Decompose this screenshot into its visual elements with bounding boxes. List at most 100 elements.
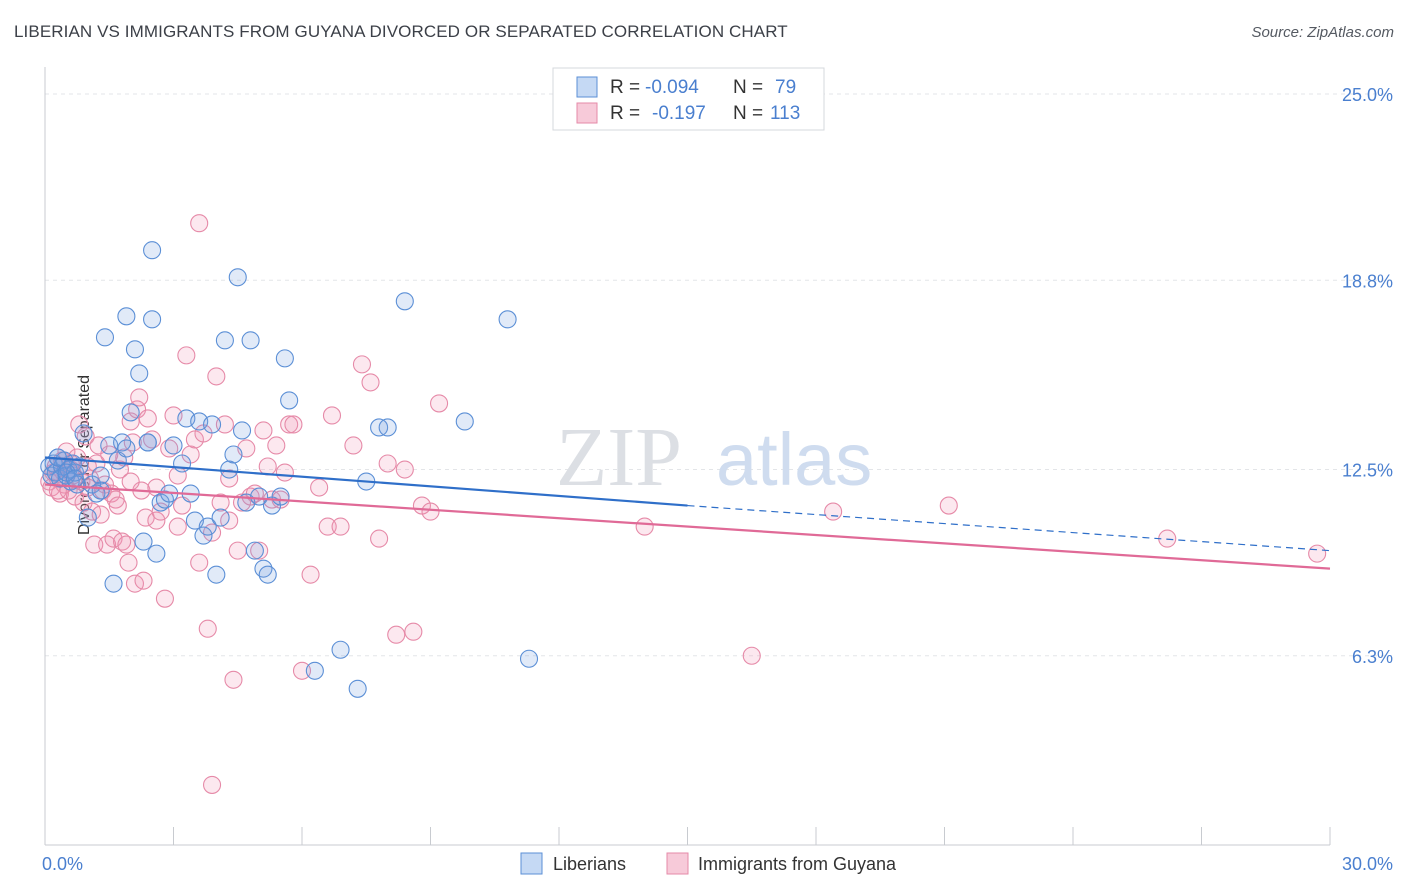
guyana-point-100 bbox=[635, 517, 654, 536]
watermark-zip: ZIP bbox=[556, 411, 682, 504]
guyana-point-17 bbox=[76, 427, 95, 446]
guyana-point-62 bbox=[207, 367, 226, 386]
source-label: Source: ZipAtlas.com bbox=[1251, 24, 1394, 41]
guyana-point-55 bbox=[177, 346, 196, 365]
liberian-point-72 bbox=[143, 241, 162, 260]
liberian-point-15 bbox=[74, 424, 93, 443]
liberian-point-43 bbox=[198, 517, 217, 536]
liberian-point-32 bbox=[147, 544, 166, 563]
guyana-trend-line bbox=[44, 483, 1331, 570]
y-tick-label-0: 6.3% bbox=[1352, 647, 1393, 667]
liberian-point-29 bbox=[134, 532, 153, 551]
legend-bottom: Liberians Immigrants from Guyana bbox=[520, 852, 897, 875]
guyana-point-42 bbox=[130, 388, 149, 407]
liberian-point-67 bbox=[378, 418, 397, 437]
guyana-point-58 bbox=[190, 553, 209, 572]
legend-bottom-guyana: Immigrants from Guyana bbox=[698, 854, 897, 874]
liberian-point-26 bbox=[121, 403, 140, 422]
watermark-atlas: atlas bbox=[716, 418, 872, 501]
guyana-point-48 bbox=[147, 511, 166, 530]
guyana-points bbox=[40, 214, 1327, 794]
liberian-point-16 bbox=[78, 508, 97, 527]
guyana-point-83 bbox=[310, 478, 329, 497]
liberian-point-55 bbox=[250, 487, 269, 506]
liberian-point-48 bbox=[220, 460, 239, 479]
x-tick-label-1: 30.0% bbox=[1342, 854, 1393, 874]
guyana-point-74 bbox=[258, 457, 277, 476]
legend-top-blue-swatch bbox=[576, 76, 598, 98]
guyana-point-80 bbox=[284, 415, 303, 434]
liberian-point-68 bbox=[395, 292, 414, 311]
legend-top-box bbox=[552, 67, 825, 131]
guyana-point-44 bbox=[134, 571, 153, 590]
axes bbox=[44, 67, 1331, 846]
legend-n-value-1: 79 bbox=[775, 77, 796, 98]
guyana-point-90 bbox=[370, 529, 389, 548]
liberian-point-47 bbox=[215, 331, 234, 350]
legend-r-value-1: -0.094 bbox=[645, 77, 699, 98]
liberian-point-20 bbox=[95, 328, 115, 347]
liberian-point-45 bbox=[207, 565, 226, 584]
guyana-point-64 bbox=[215, 415, 234, 434]
legend-r-label-2: R = bbox=[610, 103, 640, 124]
guyana-point-79 bbox=[280, 415, 299, 434]
liberian-points bbox=[40, 241, 539, 698]
liberian-trend-line bbox=[44, 456, 688, 507]
guyana-point-85 bbox=[322, 406, 342, 425]
liberian-point-61 bbox=[280, 391, 299, 410]
liberian-point-63 bbox=[331, 640, 350, 659]
legend-top: R = -0.094 N = 79 R = -0.197 N = 113 bbox=[552, 67, 825, 131]
guyana-point-88 bbox=[352, 355, 372, 374]
liberian-point-53 bbox=[241, 331, 260, 350]
liberian-point-60 bbox=[275, 349, 294, 368]
guyana-point-99 bbox=[203, 775, 222, 794]
trend-lines bbox=[44, 456, 1331, 570]
guyana-point-76 bbox=[267, 436, 286, 455]
liberian-point-77 bbox=[65, 469, 85, 488]
chart-title: LIBERIAN VS IMMIGRANTS FROM GUYANA DIVOR… bbox=[14, 22, 788, 41]
x-tick-label-0: 0.0% bbox=[42, 854, 83, 874]
liberian-point-25 bbox=[117, 439, 136, 458]
liberian-point-76 bbox=[91, 481, 110, 500]
liberian-point-57 bbox=[258, 565, 277, 584]
guyana-point-97 bbox=[430, 394, 449, 413]
guyana-point-101 bbox=[742, 646, 761, 665]
guyana-point-82 bbox=[301, 565, 320, 584]
liberian-point-49 bbox=[224, 445, 243, 464]
guyana-point-63 bbox=[211, 493, 230, 512]
guyana-point-93 bbox=[395, 460, 414, 479]
guyana-point-102 bbox=[824, 502, 843, 521]
legend-bottom-pink-swatch bbox=[666, 852, 689, 875]
guyana-point-111 bbox=[168, 517, 187, 536]
legend-bottom-blue-swatch bbox=[520, 852, 543, 875]
watermark: ZIP atlas bbox=[556, 411, 872, 504]
y-tick-label-2: 18.8% bbox=[1342, 271, 1393, 291]
liberian-point-70 bbox=[498, 310, 517, 329]
liberian-point-44 bbox=[203, 415, 222, 434]
guyana-point-103 bbox=[939, 496, 958, 515]
liberian-point-31 bbox=[143, 310, 162, 329]
y-tick-label-3: 25.0% bbox=[1342, 85, 1393, 105]
liberian-point-71 bbox=[519, 649, 539, 668]
guyana-point-96 bbox=[421, 502, 440, 521]
liberian-point-50 bbox=[228, 268, 247, 287]
liberian-point-19 bbox=[91, 466, 110, 485]
liberian-point-46 bbox=[211, 508, 230, 527]
y-tick-label-1: 12.5% bbox=[1342, 461, 1393, 481]
liberian-point-42 bbox=[194, 526, 213, 545]
guyana-point-32 bbox=[108, 496, 127, 515]
guyana-point-109 bbox=[121, 472, 140, 491]
guyana-point-84 bbox=[318, 517, 337, 536]
guyana-point-92 bbox=[387, 625, 406, 644]
guyana-point-105 bbox=[1308, 544, 1327, 563]
liberian-point-78 bbox=[138, 433, 157, 452]
guyana-point-66 bbox=[224, 670, 243, 689]
liberian-point-62 bbox=[305, 661, 324, 680]
guyana-point-89 bbox=[361, 373, 380, 392]
liberian-point-54 bbox=[245, 541, 264, 560]
guyana-point-67 bbox=[228, 541, 247, 560]
guyana-point-21 bbox=[85, 535, 104, 554]
guyana-point-72 bbox=[250, 541, 269, 560]
liberian-point-59 bbox=[271, 487, 290, 506]
liberian-point-64 bbox=[348, 679, 367, 698]
